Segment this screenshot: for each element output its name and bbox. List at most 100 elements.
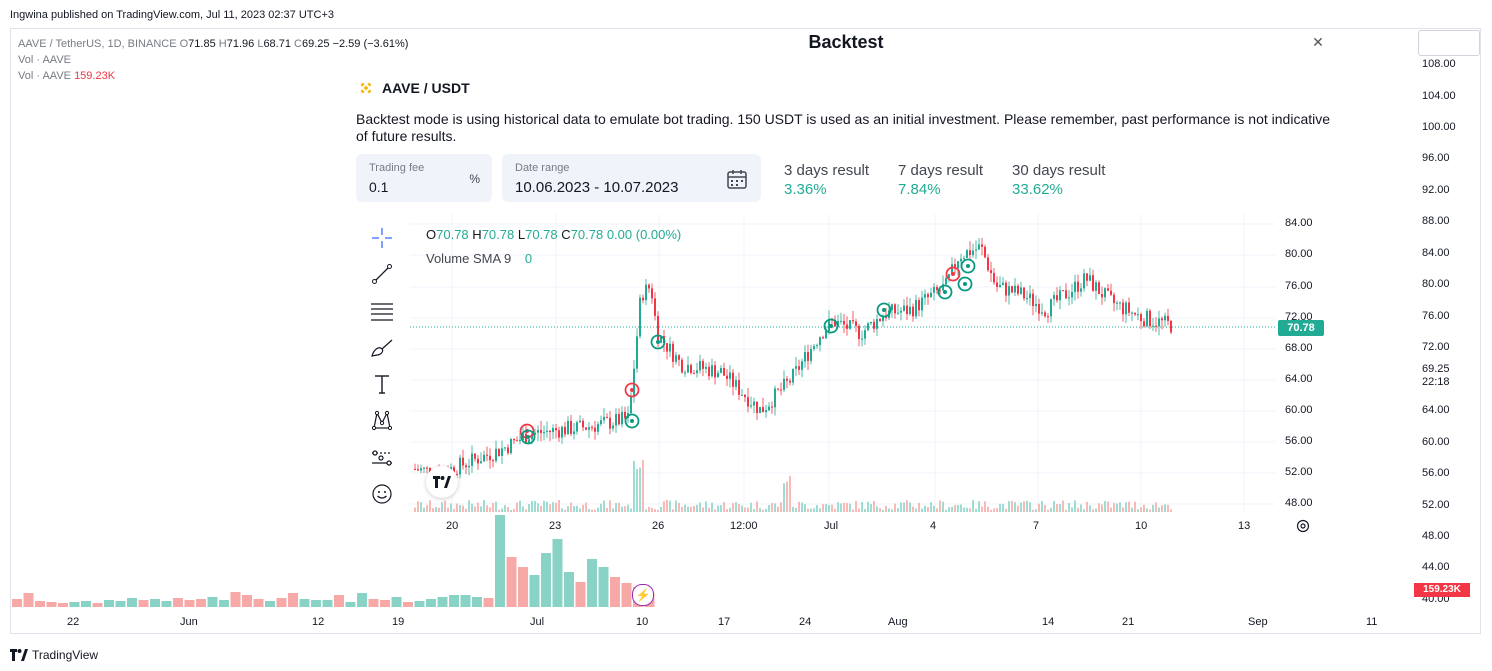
- candle-body: [546, 430, 548, 432]
- buy-marker[interactable]: [960, 258, 976, 274]
- buy-marker[interactable]: [937, 284, 953, 300]
- fib-icon[interactable]: [370, 300, 394, 324]
- candle-body: [1068, 297, 1070, 299]
- inner-volume-bar: [537, 503, 539, 512]
- candle-body: [1017, 285, 1019, 294]
- inner-price-tick: 68.00: [1285, 342, 1313, 354]
- inner-volume-bar: [927, 507, 929, 512]
- candle-body: [759, 407, 761, 414]
- text-icon[interactable]: [370, 372, 394, 396]
- candle-body: [858, 325, 860, 339]
- inner-volume-bar: [546, 501, 548, 512]
- buy-marker[interactable]: [957, 276, 973, 292]
- inner-chart-panel: [356, 213, 1328, 515]
- buy-marker[interactable]: [823, 318, 839, 334]
- inner-volume-bar: [705, 501, 707, 512]
- inner-volume-bar: [459, 505, 461, 512]
- inner-volume-bar: [1149, 509, 1151, 512]
- inner-volume-bar: [999, 503, 1001, 512]
- candle-body: [1104, 288, 1106, 298]
- date-range-input[interactable]: 10.06.2023 - 10.07.2023: [515, 179, 679, 196]
- candle-body: [930, 292, 932, 298]
- candle-body: [603, 416, 605, 421]
- trading-fee-input[interactable]: 0.1: [369, 179, 389, 195]
- outer-price-tick: 92.00: [1422, 184, 1450, 196]
- calendar-icon[interactable]: [726, 168, 748, 190]
- footer: TradingView: [10, 648, 98, 662]
- lightning-icon[interactable]: ⚡: [632, 584, 654, 606]
- emoji-icon[interactable]: [370, 482, 394, 506]
- inner-volume-bar: [579, 508, 581, 512]
- candle-body: [942, 284, 944, 291]
- inner-volume-bar: [786, 481, 788, 512]
- inner-volume-bar: [747, 507, 749, 512]
- candle-body: [540, 429, 542, 434]
- candle-body: [720, 367, 722, 373]
- candle-body: [732, 372, 734, 387]
- buy-marker[interactable]: [520, 429, 536, 445]
- buy-marker[interactable]: [876, 302, 892, 318]
- volume-bar: [81, 601, 91, 607]
- inner-volume-bar: [759, 508, 761, 512]
- inner-volume-bar: [525, 509, 527, 512]
- inner-volume-bar: [1089, 505, 1091, 512]
- trend-line-icon[interactable]: [370, 262, 394, 286]
- inner-volume-bar: [789, 475, 791, 512]
- settings-gear-icon[interactable]: [1295, 518, 1311, 539]
- candle-body: [984, 246, 986, 258]
- volume-line-1[interactable]: Vol · AAVE: [18, 54, 71, 66]
- inner-volume-bar: [444, 500, 446, 512]
- candle-body: [414, 469, 416, 470]
- inner-volume-bar: [945, 509, 947, 512]
- brush-icon[interactable]: [370, 336, 394, 360]
- inner-volume-bar: [483, 500, 485, 512]
- inner-volume-bar: [1140, 507, 1142, 512]
- candle-body: [936, 286, 938, 291]
- inner-volume-bar: [765, 508, 767, 512]
- candle-body: [966, 250, 968, 258]
- candle-body: [1026, 298, 1028, 300]
- candle-body: [921, 297, 923, 311]
- candle-body: [906, 305, 908, 314]
- candle-body: [1164, 315, 1166, 321]
- candle-body: [909, 306, 911, 314]
- candle-body: [846, 324, 848, 329]
- crosshair-icon[interactable]: [370, 226, 394, 250]
- candle-body: [1134, 312, 1136, 315]
- candle-body: [834, 319, 836, 327]
- close-icon[interactable]: ✕: [1312, 34, 1324, 50]
- candle-body: [576, 422, 578, 432]
- candle-body: [642, 297, 644, 301]
- symbol-line[interactable]: AAVE / TetherUS, 1D, BINANCE O71.85 H71.…: [18, 38, 409, 50]
- candle-body: [657, 315, 659, 343]
- sell-marker[interactable]: [624, 382, 640, 398]
- sell-marker[interactable]: [945, 266, 961, 282]
- candle-body: [795, 366, 797, 369]
- price-scale-box[interactable]: [1418, 30, 1480, 56]
- buy-marker[interactable]: [624, 413, 640, 429]
- candle-body: [417, 469, 419, 471]
- date-range-field[interactable]: Date range 10.06.2023 - 10.07.2023: [502, 154, 761, 202]
- volume-sma-line[interactable]: Volume SMA 9 0: [426, 251, 533, 266]
- trading-fee-field[interactable]: Trading fee 0.1 %: [356, 154, 492, 202]
- candle-body: [588, 427, 590, 430]
- volume-bar: [69, 602, 80, 607]
- inner-volume-bar: [912, 506, 914, 512]
- buy-marker-dot: [963, 282, 967, 286]
- inner-volume-bar: [1080, 504, 1082, 512]
- pattern-icon[interactable]: [370, 408, 394, 432]
- inner-volume-bar: [1107, 501, 1109, 512]
- date-range-label: Date range: [515, 162, 570, 174]
- forecast-icon[interactable]: [370, 446, 394, 470]
- volume-line-2[interactable]: Vol · AAVE 159.23K: [18, 68, 408, 84]
- inner-volume-bar: [825, 503, 827, 512]
- buy-marker-dot: [656, 340, 660, 344]
- candle-body: [1008, 286, 1010, 296]
- buy-marker[interactable]: [650, 334, 666, 350]
- tradingview-logo-icon[interactable]: [426, 466, 458, 498]
- inner-volume-bar: [468, 500, 470, 512]
- inner-volume-bar: [1065, 509, 1067, 512]
- candle-body: [591, 427, 593, 429]
- candle-body: [675, 355, 677, 362]
